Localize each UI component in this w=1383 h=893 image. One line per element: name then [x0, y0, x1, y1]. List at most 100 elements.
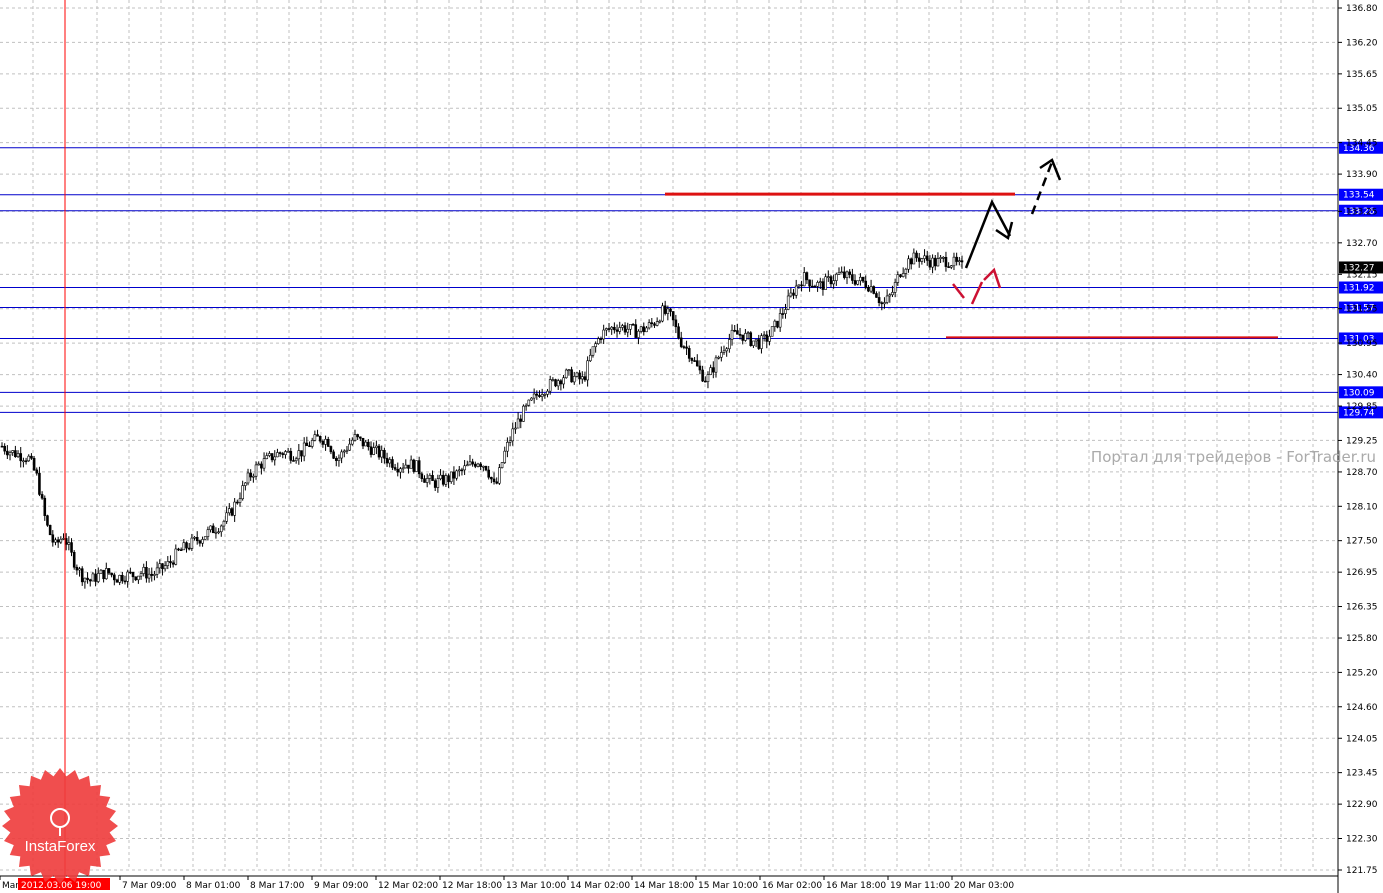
candle-body: [94, 573, 97, 582]
candle-body: [597, 338, 600, 345]
candle-body: [786, 295, 790, 310]
candle-body: [826, 276, 830, 278]
candle-body: [899, 274, 902, 277]
candle-body: [415, 460, 418, 472]
candle-body: [484, 465, 488, 471]
candle-body: [198, 540, 202, 544]
price-tick-label: 125.20: [1346, 668, 1378, 678]
candle-body: [580, 376, 584, 380]
candle-body: [246, 472, 250, 484]
candle-body: [915, 252, 918, 259]
candle-body: [353, 434, 357, 441]
price-tick-label: 129.85: [1346, 402, 1378, 412]
level-tag-label: 131.92: [1343, 284, 1375, 294]
candle-body: [928, 260, 932, 268]
candle-body: [548, 379, 552, 392]
candle-body: [91, 573, 95, 582]
candle-body: [885, 295, 889, 303]
candle-body: [794, 285, 798, 296]
candle-body: [425, 478, 429, 483]
current-price-bg: [1339, 261, 1383, 274]
candle-body: [297, 450, 301, 460]
candle-body: [385, 457, 389, 464]
candle-body: [209, 525, 212, 531]
candle-body: [201, 539, 204, 544]
candle-body: [428, 475, 432, 479]
candle-body: [736, 330, 739, 335]
candle-body: [190, 537, 194, 549]
candle-body: [233, 501, 236, 516]
candle-body: [134, 576, 138, 581]
candle-body: [578, 372, 581, 380]
candle-body: [6, 450, 9, 456]
level-lines: 134.36133.54133.26131.92131.57131.03130.…: [0, 141, 1383, 419]
candle-body: [399, 468, 402, 473]
candle-body: [500, 462, 504, 468]
candle-body: [316, 434, 319, 437]
candle-body: [532, 393, 536, 399]
candle-body: [722, 350, 726, 353]
candle-body: [802, 272, 806, 287]
level-tag-bg: [1339, 204, 1383, 217]
candle-body: [3, 445, 6, 452]
price-tick-label: 128.70: [1346, 468, 1378, 478]
candle-body: [813, 285, 817, 288]
candle-body: [56, 539, 60, 543]
candle-body: [8, 452, 12, 456]
candle-body: [856, 280, 860, 285]
candle-body: [570, 369, 573, 383]
candle-body: [781, 313, 785, 315]
candle-body: [115, 579, 119, 583]
candle-body: [947, 266, 950, 268]
candle-body: [695, 360, 699, 367]
candle-body: [463, 465, 466, 471]
price-tick-label: 127.50: [1346, 537, 1378, 547]
candle-body: [730, 329, 734, 340]
candle-body: [773, 320, 777, 327]
candle-body: [685, 346, 688, 349]
candle-body: [519, 418, 523, 422]
candle-body: [872, 286, 876, 294]
candle-body: [102, 569, 105, 580]
candle-body: [88, 579, 92, 582]
candle-body: [605, 328, 608, 331]
price-tick-label: 133.90: [1346, 170, 1378, 180]
candle-body: [508, 440, 512, 443]
candle-body: [933, 257, 937, 267]
time-axis: Mar 2012.03.06 19:00 7 Mar 09:00 8 Mar 01:0…: [0, 875, 1338, 891]
candle-body: [861, 276, 865, 282]
candle-body: [118, 575, 121, 583]
candle-body: [653, 323, 656, 326]
price-tick-label: 126.95: [1346, 568, 1378, 578]
candle-body: [137, 575, 140, 581]
time-tick-label: 19 Mar 11:00: [890, 881, 950, 891]
candle-body: [848, 271, 851, 275]
candle-body: [329, 446, 333, 453]
candle-body: [142, 567, 146, 574]
candle-body: [607, 328, 611, 330]
candle-body: [38, 472, 41, 495]
candle-body: [219, 525, 223, 533]
candle-body: [594, 343, 597, 348]
candle-body: [778, 313, 782, 328]
candle-body: [958, 260, 961, 263]
candle-body: [546, 390, 549, 395]
candle-body: [671, 311, 675, 321]
candle-body: [187, 547, 191, 550]
candle-body: [372, 447, 375, 455]
candle-body: [479, 463, 482, 467]
candle-body: [821, 281, 825, 290]
candle-body: [816, 282, 819, 287]
candle-body: [174, 548, 178, 565]
candle-body: [227, 508, 231, 514]
forecast-red-2: [970, 281, 984, 305]
level-tag-bg: [1339, 332, 1383, 345]
candle-body: [289, 450, 293, 461]
candle-body: [433, 480, 437, 488]
candle-body: [457, 469, 461, 472]
candle-body: [158, 563, 162, 569]
candle-body: [230, 508, 234, 516]
candle-body: [637, 330, 640, 338]
price-tick-label: 135.05: [1346, 104, 1378, 114]
candle-body: [11, 450, 14, 453]
